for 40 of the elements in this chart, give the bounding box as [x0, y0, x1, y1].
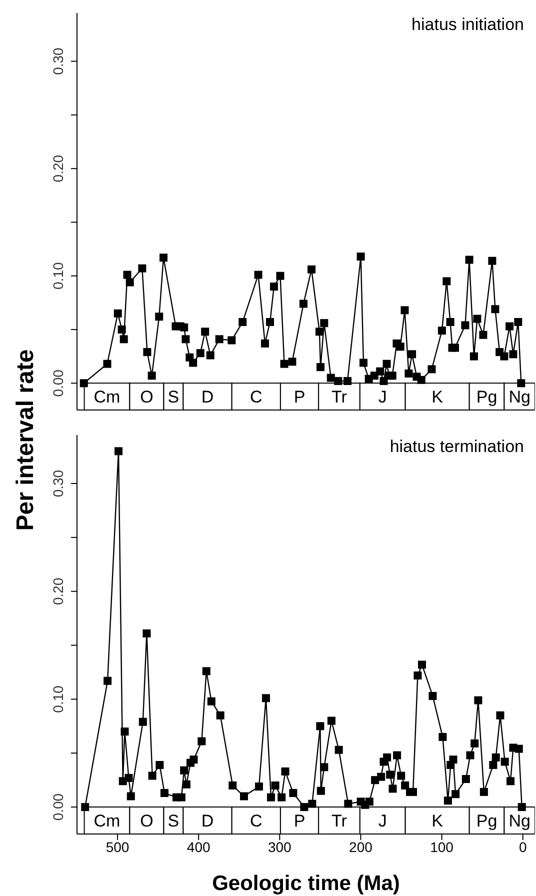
band-label: K — [432, 812, 444, 831]
band-label: S — [168, 388, 180, 407]
band-label: K — [432, 388, 444, 407]
band-label: Ng — [508, 388, 530, 407]
band-label: Tr — [332, 388, 348, 407]
y-tick-label: 0.20 — [50, 578, 66, 605]
x-tick-label: 100 — [430, 838, 454, 855]
y-tick-label: 0.30 — [50, 47, 66, 75]
band-label: C — [250, 812, 262, 831]
y-tick-label: 0.20 — [50, 154, 66, 182]
x-tick-label: 300 — [268, 838, 292, 855]
x-tick-label: 400 — [186, 838, 210, 855]
x-tick-label: 200 — [349, 838, 373, 855]
band-label: S — [168, 812, 180, 831]
y-tick-label: 0.10 — [50, 262, 66, 290]
y-axis-title: Per interval rate — [12, 349, 40, 531]
x-tick-label: 0 — [518, 838, 527, 855]
annotation: hiatus initiation — [412, 15, 524, 35]
annotation: hiatus termination — [390, 437, 524, 457]
y-tick-label: 0.30 — [50, 470, 66, 498]
band-label: Pg — [476, 812, 498, 831]
band-label: P — [294, 812, 306, 831]
band-label: O — [140, 388, 154, 407]
band-label: J — [378, 388, 387, 407]
y-tick-label: 0.10 — [50, 685, 66, 713]
band-label: J — [378, 812, 387, 831]
band-label: Tr — [332, 812, 348, 831]
y-tick-label: 0.00 — [50, 793, 66, 821]
band-label: Ng — [508, 812, 530, 831]
band-label: Pg — [476, 388, 498, 407]
x-axis-title: Geologic time (Ma) — [212, 872, 400, 895]
x-tick-label: 500 — [106, 838, 130, 855]
y-tick-label: 0.00 — [50, 369, 66, 397]
band-label: Cm — [94, 812, 120, 831]
band-label: Cm — [94, 388, 120, 407]
band-label: D — [201, 388, 214, 407]
band-label: O — [140, 812, 154, 831]
band-label: D — [201, 812, 214, 831]
band-label: C — [250, 388, 262, 407]
band-label: P — [294, 388, 306, 407]
